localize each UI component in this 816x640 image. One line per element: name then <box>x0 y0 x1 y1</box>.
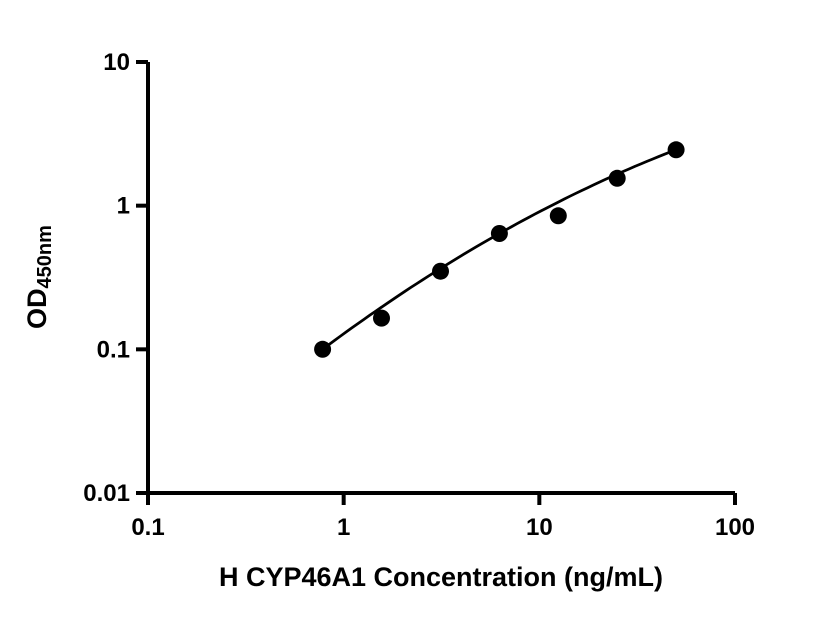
y-tick-label: 0.1 <box>97 336 130 363</box>
data-point <box>373 309 390 327</box>
y-axis-title: OD450nm <box>22 225 56 329</box>
x-axis-title: H CYP46A1 Concentration (ng/mL) <box>219 562 663 592</box>
data-point <box>549 207 567 225</box>
y-tick-label: 10 <box>103 49 130 76</box>
data-point <box>608 169 626 187</box>
x-tick-label: 100 <box>715 514 755 541</box>
data-point <box>667 141 685 159</box>
x-tick-label: 1 <box>337 514 350 541</box>
data-point <box>314 340 332 358</box>
y-tick-label: 1 <box>117 193 130 220</box>
y-axis-title-subscript: 450nm <box>34 225 56 288</box>
y-axis-title-base: OD <box>22 288 52 329</box>
y-tick-label: 0.01 <box>83 480 130 507</box>
x-tick-label: 10 <box>526 514 553 541</box>
data-point <box>490 225 508 242</box>
x-tick-label: 0.1 <box>131 514 164 541</box>
data-point <box>432 262 449 280</box>
